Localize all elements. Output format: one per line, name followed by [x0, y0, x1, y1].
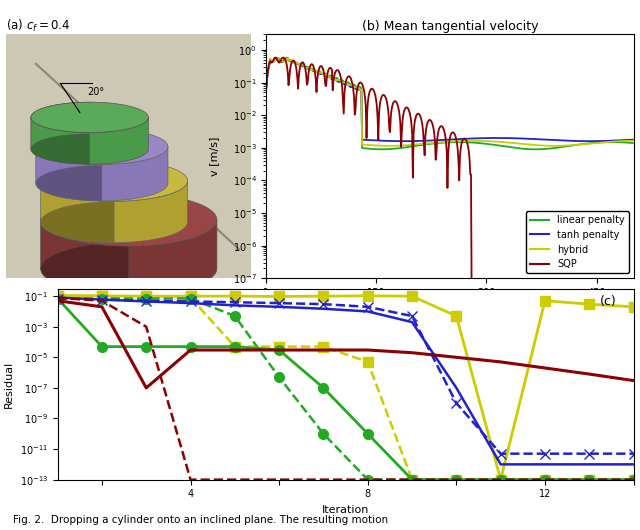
X-axis label: Iteration: Iteration [322, 505, 369, 515]
Polygon shape [41, 160, 114, 243]
Legend: linear penalty, tanh penalty, hybrid, SQP: linear penalty, tanh penalty, hybrid, SQ… [526, 211, 628, 273]
Polygon shape [41, 181, 188, 243]
Y-axis label: v [m/s]: v [m/s] [209, 137, 219, 176]
Polygon shape [36, 147, 168, 201]
Polygon shape [31, 102, 90, 164]
Polygon shape [36, 129, 102, 201]
Polygon shape [31, 117, 148, 164]
Polygon shape [41, 220, 217, 295]
Polygon shape [31, 102, 148, 132]
Text: (a) $c_f = 0.4$: (a) $c_f = 0.4$ [6, 19, 70, 34]
Title: (b) Mean tangential velocity: (b) Mean tangential velocity [362, 20, 538, 33]
Text: Fig. 2.  Dropping a cylinder onto an inclined plane. The resulting motion: Fig. 2. Dropping a cylinder onto an incl… [13, 515, 388, 525]
Polygon shape [41, 160, 188, 201]
X-axis label: time step: time step [424, 304, 476, 314]
Text: (c): (c) [600, 295, 616, 307]
Y-axis label: Residual: Residual [4, 360, 14, 408]
Polygon shape [41, 193, 217, 246]
Text: 20°: 20° [87, 87, 104, 98]
Polygon shape [36, 129, 168, 164]
Polygon shape [6, 34, 251, 278]
Polygon shape [41, 193, 129, 295]
